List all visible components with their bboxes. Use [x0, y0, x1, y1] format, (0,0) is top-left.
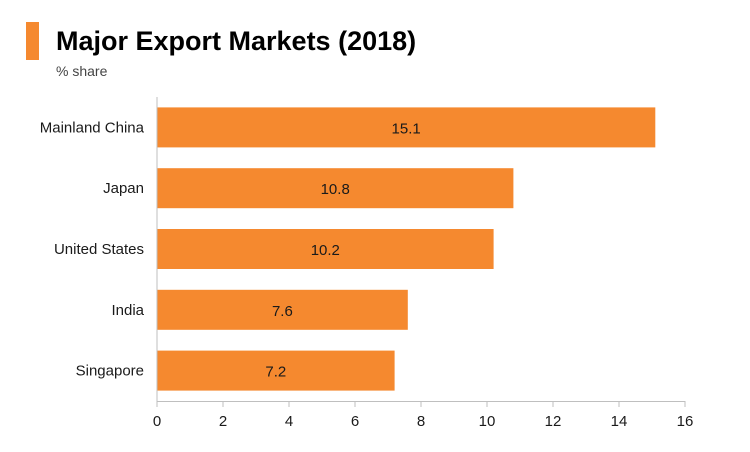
x-tick-label: 6	[351, 413, 359, 430]
x-tick-label: 14	[611, 413, 628, 430]
category-label: Singapore	[76, 363, 144, 380]
x-tick-label: 4	[285, 413, 293, 430]
data-label: 10.2	[311, 242, 340, 259]
bar-united-states	[157, 229, 494, 269]
data-label: 7.6	[272, 303, 293, 320]
bar-india	[157, 289, 408, 330]
x-tick-label: 10	[479, 413, 496, 430]
chart-title: Major Export Markets (2018)	[56, 26, 417, 56]
data-label: 15.1	[392, 120, 421, 137]
category-label: United States	[54, 241, 144, 258]
data-label: 10.8	[321, 181, 350, 198]
x-tick-label: 16	[677, 413, 694, 430]
bar-mainland-china	[157, 107, 656, 148]
title-accent-bar	[26, 22, 39, 60]
bar-singapore	[157, 350, 395, 391]
data-label: 7.2	[265, 364, 286, 381]
category-label: Japan	[103, 180, 144, 197]
x-tick-label: 2	[219, 413, 227, 430]
x-tick-label: 12	[545, 413, 562, 430]
x-tick-label: 8	[417, 413, 425, 430]
chart-subtitle: % share	[56, 63, 108, 79]
category-label: Mainland China	[40, 119, 145, 136]
category-label: India	[111, 302, 144, 319]
bar-japan	[157, 168, 514, 209]
x-tick-label: 0	[153, 413, 161, 430]
